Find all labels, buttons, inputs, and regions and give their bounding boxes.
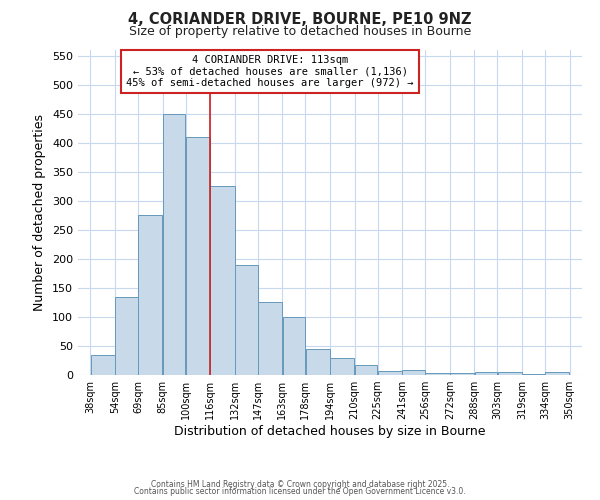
Bar [378, 371, 402, 375]
Bar [523, 374, 545, 375]
Text: Size of property relative to detached houses in Bourne: Size of property relative to detached ho… [129, 25, 471, 38]
Bar [163, 114, 185, 375]
Text: Contains public sector information licensed under the Open Government Licence v3: Contains public sector information licen… [134, 487, 466, 496]
Bar [138, 216, 162, 375]
Bar [450, 372, 474, 375]
Text: Contains HM Land Registry data © Crown copyright and database right 2025.: Contains HM Land Registry data © Crown c… [151, 480, 449, 489]
Bar [355, 364, 377, 375]
Bar [235, 264, 257, 375]
Bar [330, 358, 355, 375]
Bar [305, 349, 330, 375]
Bar [498, 372, 522, 375]
Bar [186, 137, 210, 375]
X-axis label: Distribution of detached houses by size in Bourne: Distribution of detached houses by size … [174, 425, 486, 438]
Bar [403, 370, 425, 375]
Bar [115, 296, 137, 375]
Bar [211, 186, 235, 375]
Bar [258, 302, 282, 375]
Bar [475, 372, 497, 375]
Bar [425, 372, 449, 375]
Bar [91, 354, 115, 375]
Y-axis label: Number of detached properties: Number of detached properties [34, 114, 46, 311]
Bar [545, 372, 569, 375]
Bar [283, 317, 305, 375]
Text: 4 CORIANDER DRIVE: 113sqm
← 53% of detached houses are smaller (1,136)
45% of se: 4 CORIANDER DRIVE: 113sqm ← 53% of detac… [127, 55, 414, 88]
Text: 4, CORIANDER DRIVE, BOURNE, PE10 9NZ: 4, CORIANDER DRIVE, BOURNE, PE10 9NZ [128, 12, 472, 28]
